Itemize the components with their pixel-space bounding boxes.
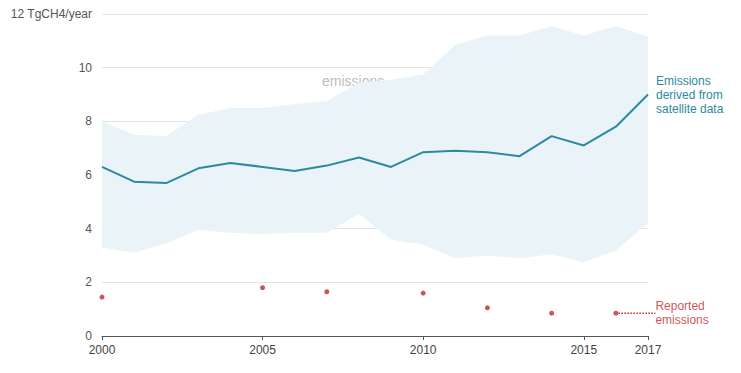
svg-text:2010: 2010 <box>410 343 437 357</box>
svg-text:Reported: Reported <box>655 299 708 313</box>
svg-text:8: 8 <box>85 114 92 128</box>
svg-text:10: 10 <box>79 61 93 75</box>
svg-text:Emissions: Emissions <box>656 74 714 88</box>
svg-text:derived from: derived from <box>656 88 726 102</box>
svg-text:emissions: emissions <box>655 313 708 327</box>
svg-text:emissions: emissions <box>322 73 385 89</box>
svg-text:6: 6 <box>85 168 92 182</box>
svg-text:satellite data: satellite data <box>656 102 724 116</box>
svg-text:4: 4 <box>85 222 92 236</box>
svg-text:2: 2 <box>85 275 92 289</box>
svg-text:2015: 2015 <box>570 343 597 357</box>
svg-text:0: 0 <box>85 329 92 343</box>
svg-text:12 TgCH4/year: 12 TgCH4/year <box>11 7 92 21</box>
svg-text:2017: 2017 <box>635 343 662 357</box>
svg-text:2005: 2005 <box>249 343 276 357</box>
svg-text:2000: 2000 <box>89 343 116 357</box>
